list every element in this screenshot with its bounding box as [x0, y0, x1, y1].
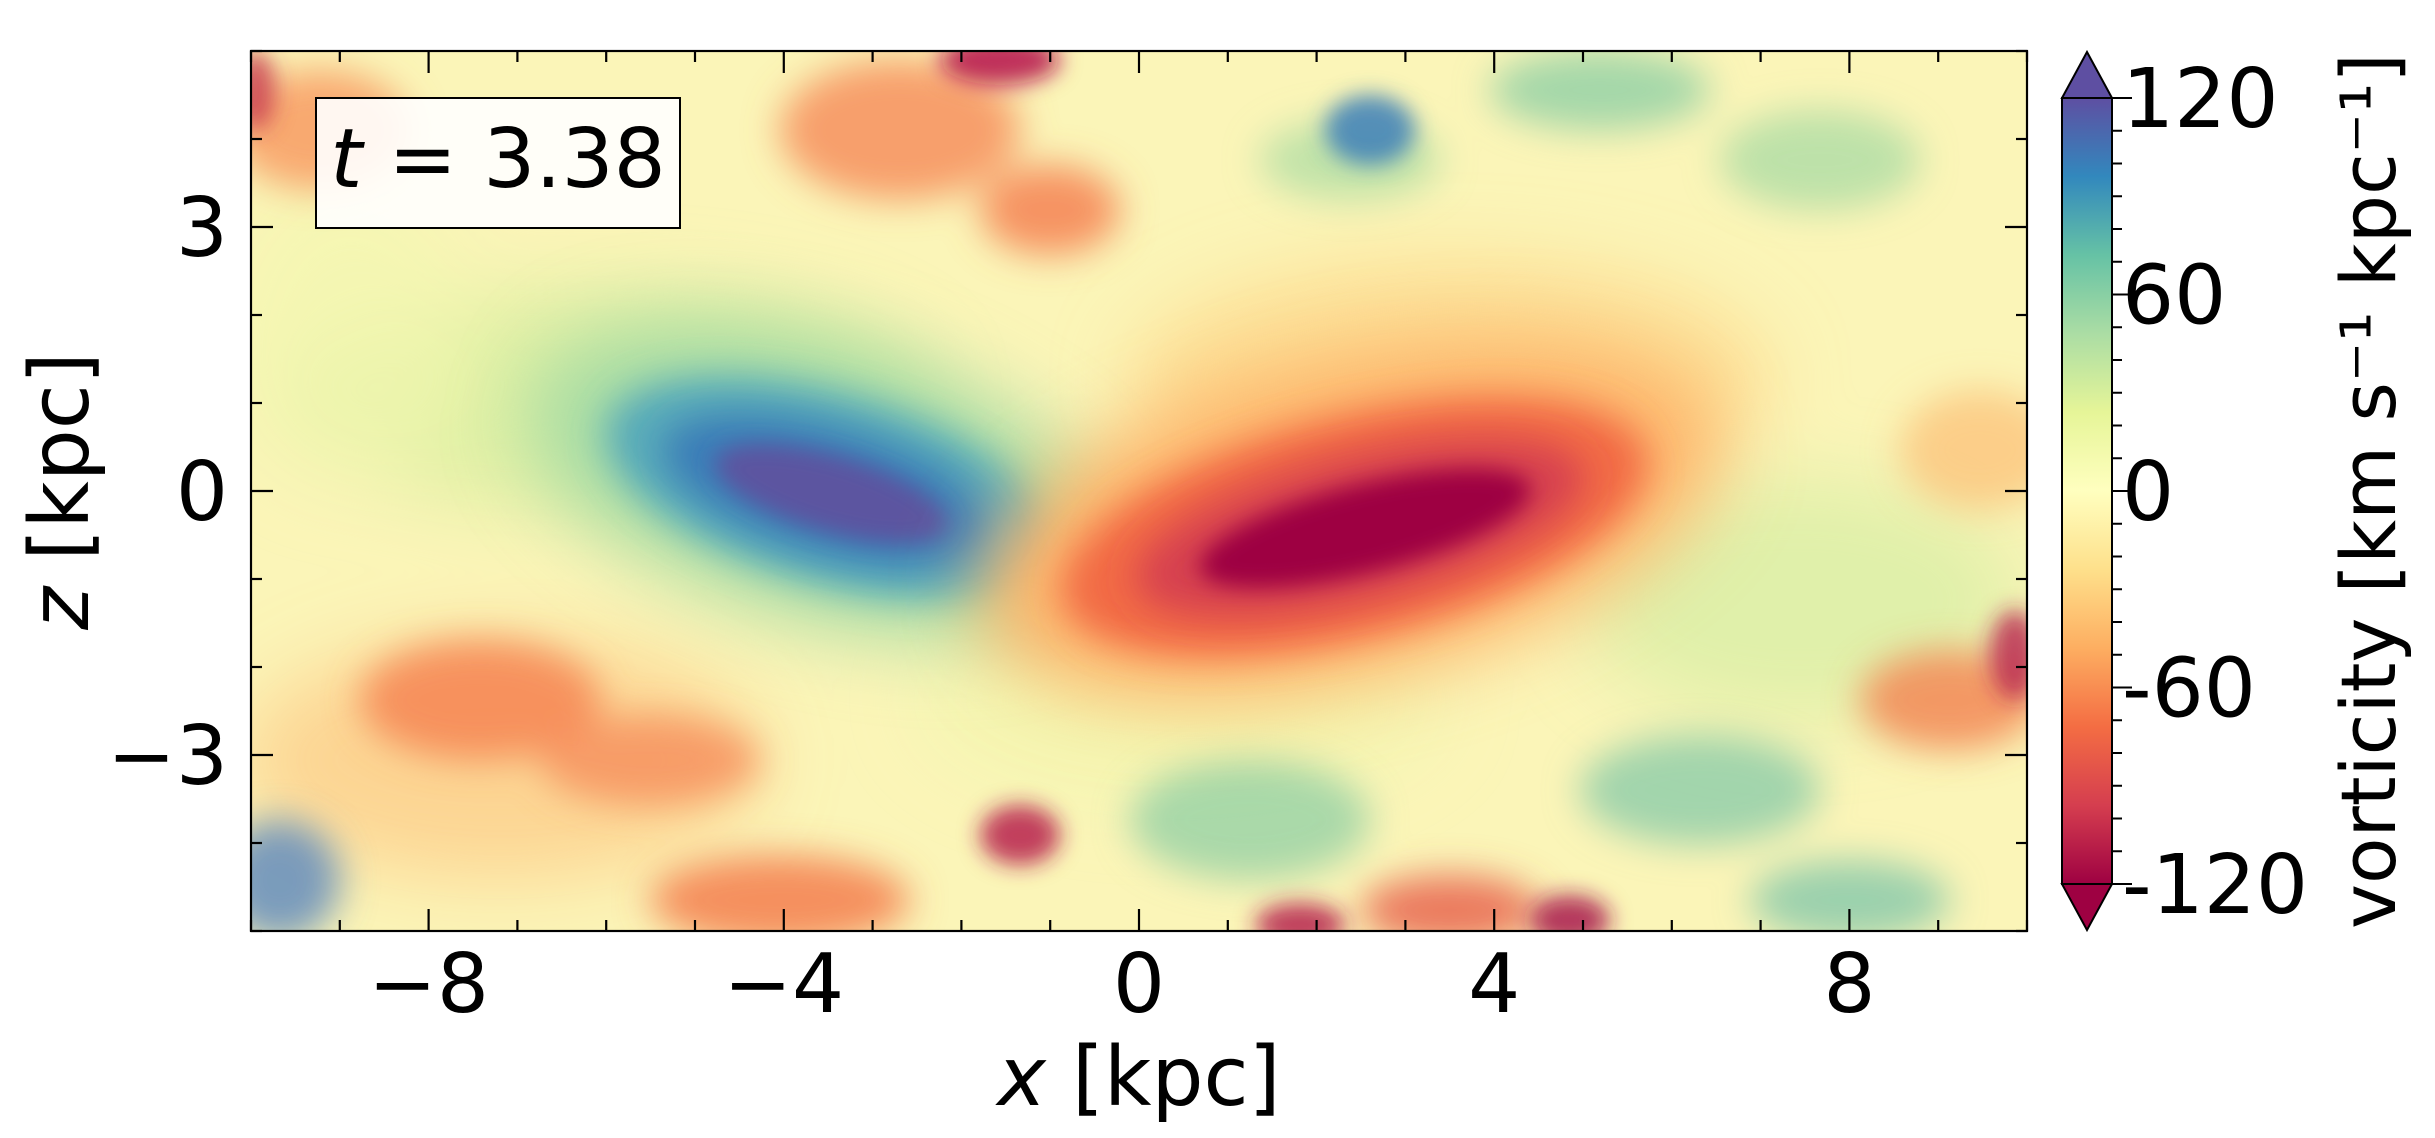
- x-tick-label: 4: [1468, 937, 1520, 1032]
- y-axis-unit: [kpc]: [13, 352, 108, 587]
- svg-text:t = 3.38: t = 3.38: [330, 112, 666, 207]
- colorbar-tick-label: 0: [2122, 445, 2174, 540]
- time-equals: =: [362, 112, 483, 207]
- colorbar-tick-label: 120: [2122, 52, 2279, 147]
- time-variable: t: [330, 112, 365, 207]
- axes-ticks: [249, 49, 2029, 933]
- colorbar: 120 60 0 -60 -120 vorticity [km s⁻¹ kpc⁻¹]: [2060, 49, 2413, 933]
- heatmap-field: [251, 51, 2027, 931]
- y-tick-label: 3: [176, 181, 228, 276]
- colorbar-ticks: [2112, 97, 2132, 885]
- x-axis-var: x: [994, 1030, 1047, 1125]
- y-axis-label: z [kpc]: [13, 352, 108, 631]
- y-axis-var: z: [13, 585, 108, 631]
- colorbar-label: vorticity [km s⁻¹ kpc⁻¹]: [2324, 53, 2413, 929]
- x-tick-label: −8: [368, 937, 489, 1032]
- colorbar-tick-label: 60: [2122, 249, 2226, 344]
- axes-tick-labels: −8 −4 0 4 8 −3 0 3: [107, 181, 1875, 1032]
- colorbar-extend-top: [2060, 49, 2114, 99]
- colorbar-extend-bottom: [2060, 883, 2114, 933]
- x-axis-unit: [kpc]: [1046, 1030, 1281, 1125]
- colorbar-gradient: [2062, 98, 2112, 884]
- colorbar-tick-label: -60: [2122, 642, 2256, 737]
- colorbar-tick-labels: 120 60 0 -60 -120: [2122, 52, 2308, 933]
- y-tick-label: −3: [107, 709, 228, 804]
- time-value: 3.38: [483, 112, 666, 207]
- time-annotation: t = 3.38: [315, 97, 681, 229]
- colorbar-tick-label: -120: [2122, 838, 2308, 933]
- x-tick-label: 0: [1113, 937, 1165, 1032]
- x-tick-label: −4: [723, 937, 844, 1032]
- y-tick-label: 0: [176, 445, 228, 540]
- x-axis-label: x [kpc]: [994, 1030, 1280, 1125]
- x-tick-label: 8: [1823, 937, 1875, 1032]
